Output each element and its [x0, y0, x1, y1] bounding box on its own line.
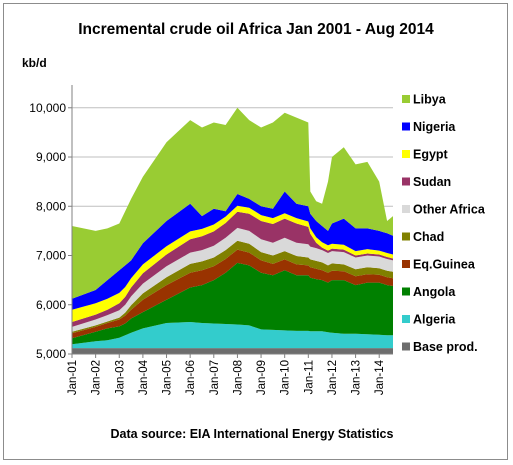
x-tick-label: Jan-11: [303, 360, 315, 394]
area-libya: [72, 107, 393, 299]
legend-swatch-algeria: [402, 315, 410, 323]
legend-swatch-base-prod: [402, 342, 410, 351]
legend-swatch-other-africa: [402, 205, 410, 213]
y-tick-label: 9,000: [36, 150, 66, 164]
y-tick-label: 8,000: [36, 199, 66, 213]
x-tick-label: Jan-03: [114, 360, 126, 395]
area-nigeria: [72, 191, 393, 310]
area-algeria: [72, 322, 393, 349]
x-tick-label: Jan-13: [351, 360, 363, 395]
y-tick-label: 5,000: [36, 347, 66, 361]
legend-label-sudan: Sudan: [413, 175, 451, 189]
legend-swatch-sudan: [402, 177, 410, 186]
y-tick-label: 6,000: [36, 298, 66, 312]
area-chad: [72, 240, 393, 334]
legend-swatch-nigeria: [402, 122, 410, 131]
legend-swatch-angola: [402, 287, 410, 296]
legend-label-algeria: Algeria: [413, 313, 456, 327]
legend-label-chad: Chad: [413, 230, 444, 244]
legend-swatch-eq-guinea: [402, 260, 410, 268]
legend-label-base-prod: Base prod.: [413, 340, 478, 354]
x-tick-label: Jan-06: [185, 360, 197, 395]
x-tick-label: Jan-10: [280, 360, 292, 395]
legend-swatch-chad: [402, 232, 410, 241]
y-tick-labels: 5,000 6,000 7,000 8,000 9,000 10,000: [29, 101, 66, 361]
legend-label-libya: Libya: [413, 93, 447, 107]
area-sudan: [72, 211, 393, 327]
area-other-africa: [72, 227, 393, 332]
area-base-prod: [72, 348, 393, 354]
area-eq-guinea: [72, 249, 393, 339]
y-tick-label: 7,000: [36, 249, 66, 263]
legend-swatch-egypt: [402, 150, 410, 158]
x-tick-label: Jan-07: [209, 360, 221, 395]
y-tick-label: 10,000: [29, 101, 66, 115]
legend-label-egypt: Egypt: [413, 148, 449, 162]
x-tick-label: Jan-02: [91, 360, 103, 395]
x-tick-label: Jan-14: [374, 359, 386, 395]
x-tick-label: Jan-05: [162, 360, 174, 395]
legend: Libya Nigeria Egypt Sudan Other Africa Chad Eq…: [402, 93, 486, 354]
x-tick-label: Jan-08: [232, 360, 244, 395]
x-tick-label: Jan-09: [256, 360, 268, 395]
legend-label-nigeria: Nigeria: [413, 120, 456, 134]
chart-title: Incremental crude oil Africa Jan 2001 - …: [78, 21, 434, 38]
x-tick-label: Jan-01: [67, 360, 79, 395]
x-tick-label: Jan-04: [138, 359, 150, 395]
legend-label-eq-guinea: Eq.Guinea: [413, 258, 476, 272]
legend-label-angola: Angola: [413, 285, 456, 299]
area-egypt: [72, 205, 393, 322]
x-tick-label: Jan-12: [327, 360, 339, 395]
axes: [68, 85, 393, 358]
y-axis-unit: kb/d: [22, 56, 47, 70]
area-angola: [72, 262, 393, 345]
data-source-note: Data source: EIA International Energy St…: [111, 427, 394, 441]
legend-label-other-africa: Other Africa: [413, 203, 486, 217]
x-tick-labels: Jan-01 Jan-02 Jan-03 Jan-04 Jan-05 Jan-06 Jan-…: [67, 359, 386, 395]
stacked-areas: [72, 107, 393, 354]
legend-swatch-libya: [402, 95, 410, 103]
